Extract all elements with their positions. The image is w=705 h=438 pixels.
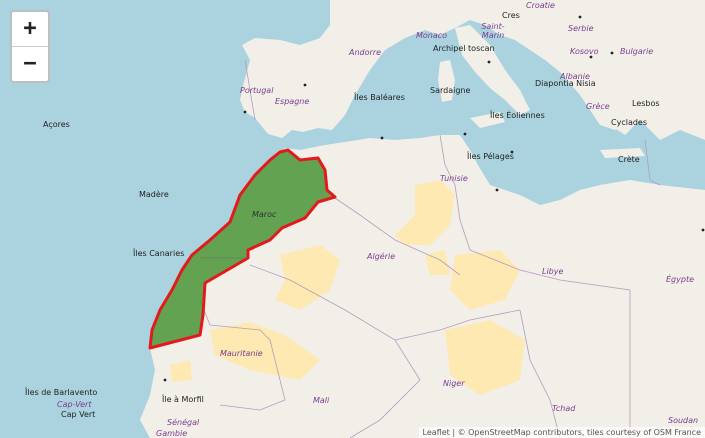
- label-egypte: Égypte: [666, 275, 695, 284]
- sand-3: [450, 250, 520, 310]
- label-cres: Cres: [502, 11, 520, 20]
- label-lesbos: Lesbos: [632, 99, 660, 108]
- label-cap-vert: Cap-Vert: [57, 400, 92, 409]
- zoom-out-button[interactable]: −: [12, 46, 48, 81]
- label-iles-eoliennes: Îles Éoliennes: [490, 111, 545, 120]
- label-diapontia: Diapontia Nisia: [535, 79, 596, 88]
- highlight-region-maroc: [148, 148, 337, 350]
- label-cyclades: Cyclades: [611, 118, 648, 127]
- label-mauritanie: Mauritanie: [220, 349, 263, 358]
- label-sardaigne: Sardaigne: [430, 86, 471, 95]
- label-kosovo: Kosovo: [570, 47, 599, 56]
- label-soudan: Soudan: [668, 416, 699, 425]
- land-europe: [240, 0, 705, 140]
- sand-5: [210, 322, 320, 380]
- label-crete: Crète: [618, 155, 640, 164]
- label-portugal: Portugal: [240, 86, 274, 95]
- label-ile-a-morfil: Île à Morfil: [162, 395, 204, 404]
- land-balkans: [560, 55, 705, 130]
- label-archipel-toscan: Archipel toscan: [433, 44, 495, 53]
- label-iles-canaries: Îles Canaries: [133, 249, 185, 258]
- sand-7: [170, 360, 192, 382]
- label-monaco: Monaco: [416, 31, 448, 40]
- label-tchad: Tchad: [552, 404, 576, 413]
- label-bulgarie: Bulgarie: [620, 47, 654, 56]
- map-attribution[interactable]: Leaflet | © OpenStreetMap contributors, …: [418, 427, 705, 438]
- label-iles-barlavento: Îles de Barlavento: [25, 388, 98, 397]
- label-croatie: Croatie: [526, 1, 555, 10]
- sand-2: [275, 245, 340, 310]
- zoom-control: + −: [10, 10, 50, 83]
- land-crete: [600, 148, 645, 158]
- city-dots: [163, 15, 705, 382]
- zoom-in-button[interactable]: +: [23, 16, 37, 41]
- country-borders: [199, 59, 661, 438]
- land-italy: [455, 25, 530, 115]
- label-iles-baleares: Îles Baléares: [354, 93, 405, 102]
- label-gambie: Gambie: [156, 429, 188, 438]
- sand-4: [445, 320, 525, 395]
- label-iles-pelages: Îles Pélages: [467, 152, 514, 161]
- land-africa: [140, 135, 705, 438]
- label-senegal: Sénégal: [167, 418, 200, 427]
- label-maroc: Maroc: [252, 210, 277, 219]
- land-sardinia: [438, 60, 455, 102]
- label-albanie: Albanie: [560, 72, 590, 81]
- label-madere: Madère: [139, 190, 169, 199]
- label-andorre: Andorre: [349, 48, 382, 57]
- label-mali: Mali: [313, 396, 330, 405]
- label-grece: Grèce: [586, 102, 610, 111]
- label-espagne: Espagne: [275, 97, 310, 106]
- label-cap-vert-city: Cap Vert: [61, 410, 96, 419]
- label-acores: Açores: [43, 120, 70, 129]
- land-sicily: [470, 112, 505, 128]
- label-algerie: Algérie: [367, 252, 396, 261]
- label-serbie: Serbie: [568, 24, 594, 33]
- sand-1: [395, 180, 455, 245]
- label-saint-marin: Saint-Marin: [481, 22, 505, 40]
- label-tunisie: Tunisie: [440, 174, 468, 183]
- label-niger: Niger: [443, 379, 465, 388]
- label-libye: Libye: [542, 267, 564, 276]
